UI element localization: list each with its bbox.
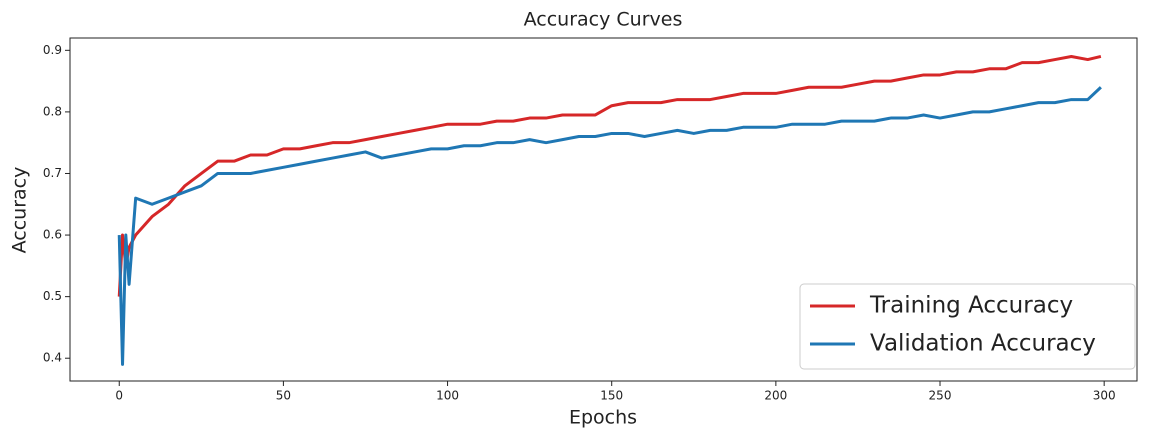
- x-tick-label: 100: [436, 389, 459, 403]
- y-tick-label: 0.6: [43, 228, 62, 242]
- legend-label: Validation Accuracy: [870, 331, 1096, 357]
- y-axis-label: Accuracy: [9, 167, 31, 254]
- x-tick-label: 150: [600, 389, 623, 403]
- y-tick-label: 0.9: [43, 43, 62, 57]
- y-tick-label: 0.5: [43, 289, 62, 303]
- x-tick-label: 0: [115, 389, 123, 403]
- legend-label: Training Accuracy: [869, 293, 1073, 319]
- x-tick-label: 300: [1093, 389, 1116, 403]
- chart-title: Accuracy Curves: [524, 9, 683, 31]
- data-line: [117, 54, 1102, 297]
- y-tick-label: 0.7: [43, 166, 62, 180]
- y-tick-label: 0.4: [43, 351, 62, 365]
- x-axis-label: Epochs: [569, 407, 637, 429]
- y-tick-label: 0.8: [43, 104, 62, 118]
- x-tick-label: 50: [276, 389, 291, 403]
- plot-frame: [69, 37, 1138, 382]
- legend-box: [799, 283, 1136, 370]
- x-tick-label: 200: [764, 389, 787, 403]
- x-tick-label: 250: [929, 389, 952, 403]
- data-line: [117, 86, 1102, 366]
